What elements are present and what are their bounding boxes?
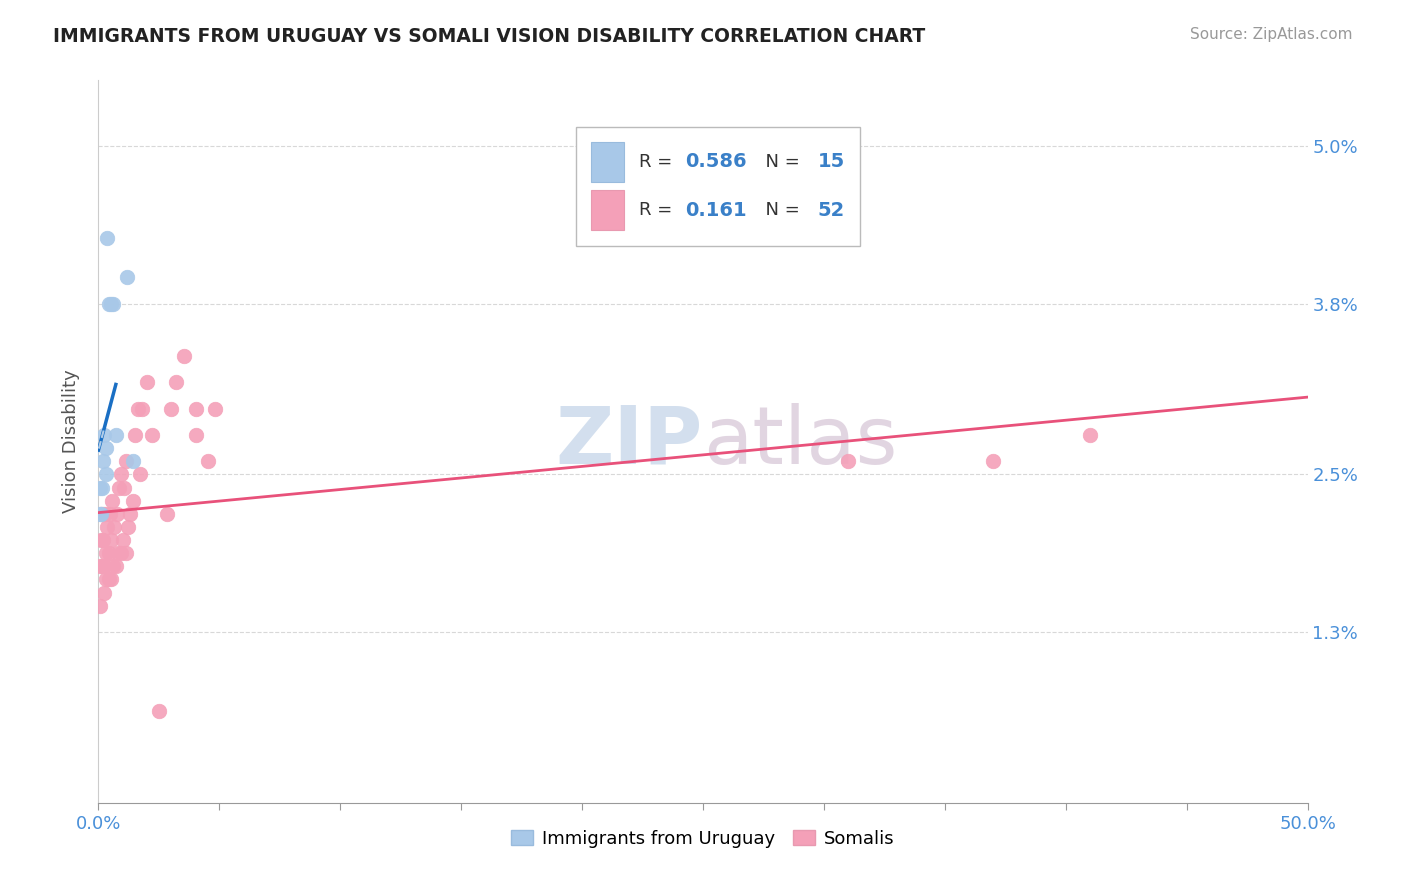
Text: 15: 15 xyxy=(818,153,845,171)
Point xyxy=(104,428,127,442)
Text: R =: R = xyxy=(638,202,678,219)
Point xyxy=(96,231,118,245)
Point xyxy=(94,573,117,587)
Point xyxy=(165,376,187,390)
Point xyxy=(112,481,135,495)
Point xyxy=(89,507,111,521)
Point xyxy=(91,481,114,495)
Point xyxy=(100,296,122,310)
Point xyxy=(94,467,117,482)
Point xyxy=(115,454,138,468)
Point xyxy=(105,507,128,521)
Text: 0.161: 0.161 xyxy=(685,201,747,219)
Point xyxy=(127,401,149,416)
Point xyxy=(173,349,195,363)
Point xyxy=(89,599,111,613)
Point xyxy=(186,401,208,416)
Point xyxy=(837,454,859,468)
Point xyxy=(89,559,111,574)
FancyBboxPatch shape xyxy=(591,191,624,230)
Point xyxy=(110,467,132,482)
Point xyxy=(117,520,139,534)
Point xyxy=(100,533,122,547)
Point xyxy=(197,454,219,468)
Point xyxy=(93,428,115,442)
Point xyxy=(94,507,117,521)
Point xyxy=(91,559,114,574)
Point xyxy=(148,704,170,718)
Point xyxy=(96,441,118,455)
Legend: Immigrants from Uruguay, Somalis: Immigrants from Uruguay, Somalis xyxy=(505,822,901,855)
Point xyxy=(93,559,115,574)
FancyBboxPatch shape xyxy=(576,128,860,246)
Point xyxy=(93,585,115,599)
Point xyxy=(90,507,112,521)
Point xyxy=(96,520,118,534)
Point xyxy=(103,296,125,310)
Text: atlas: atlas xyxy=(703,402,897,481)
Point xyxy=(110,546,132,560)
Point xyxy=(98,546,121,560)
Point xyxy=(98,507,121,521)
Point xyxy=(204,401,226,416)
Text: N =: N = xyxy=(754,202,806,219)
Text: ZIP: ZIP xyxy=(555,402,703,481)
Text: 0.586: 0.586 xyxy=(685,153,747,171)
Point xyxy=(90,533,112,547)
Point xyxy=(131,401,153,416)
Point xyxy=(121,454,143,468)
Point xyxy=(129,467,152,482)
Point xyxy=(124,428,146,442)
Point xyxy=(100,573,122,587)
Text: N =: N = xyxy=(754,153,806,171)
Point xyxy=(91,454,114,468)
Point xyxy=(117,270,139,285)
Point xyxy=(1078,428,1101,442)
Point xyxy=(90,507,112,521)
Point xyxy=(114,546,136,560)
Point xyxy=(156,507,179,521)
Point xyxy=(97,573,120,587)
FancyBboxPatch shape xyxy=(591,142,624,182)
Point xyxy=(136,376,159,390)
Point xyxy=(184,428,207,442)
Point xyxy=(100,493,122,508)
Point xyxy=(91,507,114,521)
Point xyxy=(121,493,143,508)
Y-axis label: Vision Disability: Vision Disability xyxy=(62,369,80,514)
Point xyxy=(141,428,163,442)
Point xyxy=(120,507,142,521)
Point xyxy=(89,481,111,495)
Point xyxy=(104,559,127,574)
Text: R =: R = xyxy=(638,153,678,171)
Point xyxy=(107,546,129,560)
Text: 52: 52 xyxy=(818,201,845,219)
Point xyxy=(108,481,131,495)
Point xyxy=(101,559,124,574)
Point xyxy=(112,533,135,547)
Point xyxy=(160,401,183,416)
Text: Source: ZipAtlas.com: Source: ZipAtlas.com xyxy=(1189,27,1353,42)
Text: IMMIGRANTS FROM URUGUAY VS SOMALI VISION DISABILITY CORRELATION CHART: IMMIGRANTS FROM URUGUAY VS SOMALI VISION… xyxy=(53,27,925,45)
Point xyxy=(91,533,114,547)
Point xyxy=(97,296,120,310)
Point xyxy=(981,454,1004,468)
Point xyxy=(96,546,118,560)
Point xyxy=(103,520,125,534)
